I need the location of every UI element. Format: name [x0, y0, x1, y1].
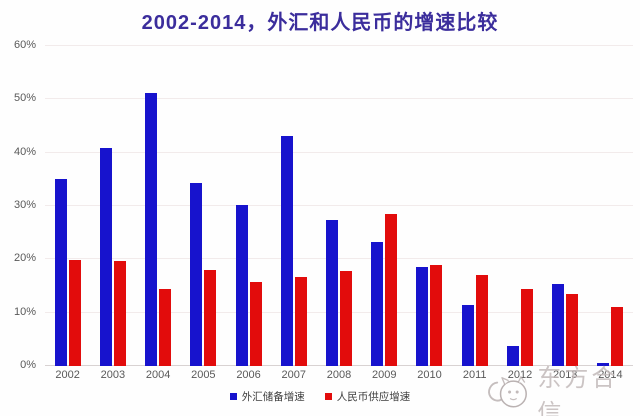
bar-2014-rmb-supply	[611, 307, 624, 366]
bar-group-2012	[497, 46, 542, 366]
gridline	[45, 311, 633, 313]
bar-2005-rmb-supply	[204, 270, 217, 366]
y-tick-label: 0%	[20, 359, 36, 371]
y-tick-label: 30%	[13, 199, 36, 211]
bar-2007-fx-reserves	[280, 135, 293, 366]
x-tick-label: 2012	[507, 369, 533, 381]
bar-group-2013	[543, 46, 588, 366]
x-tick-label: 2008	[326, 369, 352, 381]
legend-item: 人民币供应增速	[324, 389, 411, 404]
legend-label: 人民币供应增速	[336, 391, 411, 403]
bar-2012-rmb-supply	[520, 289, 533, 366]
bar-group-2007	[271, 46, 316, 366]
y-tick-label: 40%	[13, 145, 36, 158]
bar-2010-fx-reserves	[416, 267, 429, 366]
x-tick-label: 2010	[417, 369, 442, 381]
y-tick-label: 10%	[13, 305, 36, 318]
bar-2004-fx-reserves	[145, 92, 158, 366]
bar-2007-rmb-supply	[294, 276, 307, 366]
y-tick-label: 60%	[13, 39, 36, 51]
chart-title: 2002-2014，外汇和人民币的增速比较	[141, 12, 499, 34]
bar-group-2014	[588, 46, 633, 366]
legend-item: 外汇储备增速	[229, 389, 305, 404]
bar-2010-rmb-supply	[430, 264, 443, 366]
bar-2009-rmb-supply	[385, 214, 398, 366]
gridline	[45, 205, 633, 206]
bar-2003-rmb-supply	[113, 261, 126, 366]
x-tick-label: 2002	[55, 369, 80, 381]
x-axis-labels: 2002 2003 2004 2005 2006 2007 2008 2009 2010 2011…	[45, 369, 633, 381]
x-tick-label: 2007	[281, 369, 307, 381]
bar-2006-fx-reserves	[235, 204, 248, 366]
y-tick-label: 20%	[13, 252, 36, 265]
x-tick-label: 2003	[100, 369, 126, 381]
bar-2005-fx-reserves	[190, 183, 203, 366]
legend-swatch-icon	[229, 393, 237, 400]
x-tick-label: 2005	[191, 369, 216, 381]
bar-2008-rmb-supply	[340, 271, 353, 366]
bar-2014-fx-reserves	[597, 363, 610, 366]
gridline	[45, 151, 633, 153]
bar-group-2005	[181, 46, 226, 366]
legend-swatch-icon	[324, 393, 332, 400]
bar-2003-fx-reserves	[99, 148, 112, 366]
legend-label: 外汇储备增速	[241, 391, 305, 403]
bar-2011-rmb-supply	[475, 275, 488, 366]
bar-2013-rmb-supply	[566, 294, 579, 366]
plot-area	[45, 45, 633, 366]
bar-group-2011	[452, 46, 497, 366]
bar-2004-rmb-supply	[159, 288, 172, 366]
bar-2002-fx-reserves	[54, 179, 67, 366]
bar-2006-rmb-supply	[249, 282, 262, 366]
x-tick-label: 2013	[552, 369, 578, 381]
x-tick-label: 2011	[462, 369, 487, 381]
bar-group-2009	[362, 46, 407, 366]
gridline	[45, 258, 633, 260]
bar-group-2003	[90, 46, 135, 366]
gridline	[45, 98, 633, 100]
bar-groups	[45, 46, 633, 366]
x-tick-label: 2014	[598, 369, 623, 381]
bar-2012-fx-reserves	[506, 345, 519, 366]
y-tick-label: 50%	[13, 92, 36, 105]
watermark-text: 东方合信	[537, 365, 619, 416]
x-tick-label: 2004	[145, 369, 171, 381]
bar-2009-fx-reserves	[371, 241, 384, 366]
watermark: 东方合信	[482, 358, 640, 416]
bar-group-2006	[226, 46, 271, 366]
x-tick-label: 2009	[372, 369, 397, 381]
bar-group-2010	[407, 46, 452, 366]
y-axis-labels: 0% 10% 20% 30% 40% 50% 60%	[0, 39, 36, 371]
bar-2011-fx-reserves	[461, 304, 474, 366]
legend: 外汇储备增速 人民币供应增速	[0, 389, 640, 404]
bar-group-2008	[316, 46, 361, 366]
bar-2002-rmb-supply	[68, 260, 81, 366]
x-tick-label: 2006	[236, 369, 261, 381]
gridline	[45, 45, 633, 46]
bar-group-2004	[135, 46, 180, 366]
bar-2013-fx-reserves	[552, 283, 565, 366]
bar-group-2002	[45, 46, 90, 366]
gridline	[45, 365, 633, 366]
bar-2008-fx-reserves	[326, 220, 339, 366]
